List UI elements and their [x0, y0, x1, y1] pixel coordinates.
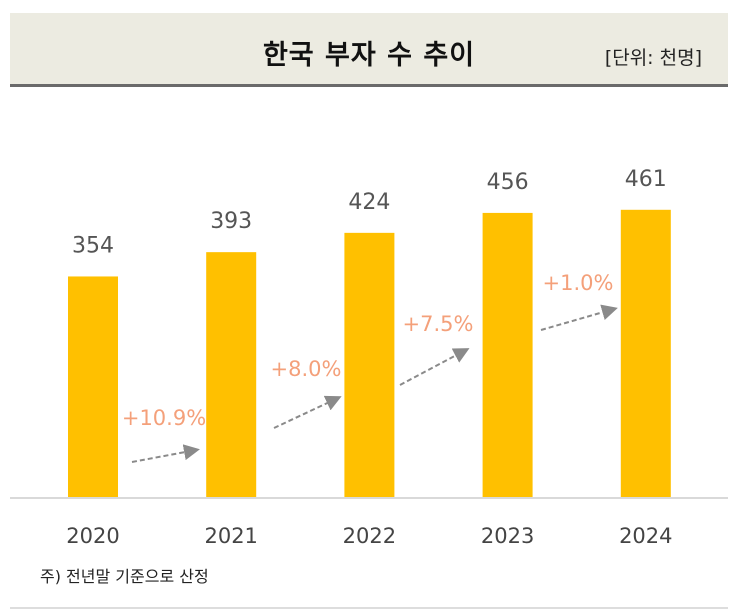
chart-title: 한국 부자 수 추이 — [262, 40, 476, 71]
bar-2020 — [68, 276, 118, 497]
bar-2023 — [482, 212, 533, 498]
bottom-divider — [10, 607, 728, 609]
bar-2024 — [620, 209, 671, 497]
growth-arrow-2 — [273, 395, 342, 429]
x-tick-2024: 2024 — [619, 524, 672, 548]
bar-2021 — [206, 252, 257, 497]
value-label-2024: 461 — [625, 167, 667, 192]
growth-arrow-1 — [131, 444, 200, 463]
growth-label-2: +8.0% — [271, 357, 342, 381]
x-tick-2022: 2022 — [343, 524, 396, 548]
value-label-2020: 354 — [72, 233, 114, 258]
value-label-2022: 424 — [348, 190, 390, 215]
growth-arrow-4 — [540, 304, 618, 331]
growth-label-3: +7.5% — [403, 312, 474, 336]
x-tick-2021: 2021 — [204, 524, 257, 548]
growth-label-4: +1.0% — [543, 271, 614, 295]
x-tick-2020: 2020 — [66, 524, 119, 548]
footnote: 주) 전년말 기준으로 산정 — [40, 567, 209, 586]
chart-header: 한국 부자 수 추이 [단위: 천명] — [10, 13, 728, 87]
value-label-2021: 393 — [210, 209, 252, 234]
growth-arrow-3 — [399, 348, 470, 386]
unit-label: [단위: 천명] — [604, 47, 702, 69]
growth-label-1: +10.9% — [122, 406, 206, 430]
x-tick-2023: 2023 — [481, 524, 534, 548]
bar-2022 — [344, 232, 395, 497]
value-label-2023: 456 — [487, 170, 529, 195]
